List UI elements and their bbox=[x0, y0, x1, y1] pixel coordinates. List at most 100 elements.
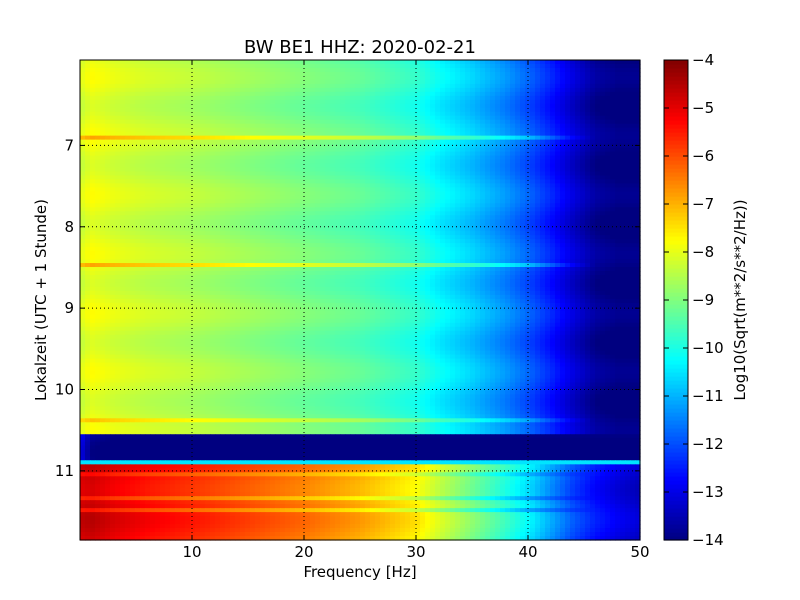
heatmap-cell bbox=[145, 231, 151, 236]
heatmap-cell bbox=[210, 131, 216, 137]
heatmap-cell bbox=[235, 151, 241, 157]
heatmap-cell bbox=[395, 163, 401, 169]
heatmap-cell bbox=[405, 171, 411, 177]
heatmap-cell bbox=[580, 223, 586, 228]
heatmap-cell bbox=[180, 119, 186, 125]
heatmap-cell bbox=[115, 123, 121, 129]
heatmap-cell bbox=[155, 235, 161, 240]
heatmap-cell bbox=[155, 107, 161, 113]
heatmap-cell bbox=[350, 227, 356, 232]
heatmap-cell bbox=[225, 171, 231, 177]
heatmap-cell bbox=[605, 203, 611, 208]
heatmap-cell bbox=[295, 139, 301, 145]
heatmap-cell bbox=[620, 215, 626, 220]
heatmap-cell bbox=[590, 107, 596, 113]
heatmap-cell bbox=[380, 107, 386, 113]
heatmap-cell bbox=[560, 191, 566, 196]
heatmap-cell bbox=[575, 187, 581, 192]
heatmap-cell bbox=[165, 179, 171, 185]
heatmap-cell bbox=[235, 231, 241, 236]
heatmap-cell bbox=[260, 107, 266, 113]
heatmap-cell bbox=[600, 167, 606, 173]
heatmap-cell bbox=[120, 175, 126, 181]
heatmap-cell bbox=[350, 183, 356, 188]
heatmap-cell bbox=[85, 99, 91, 105]
heatmap-cell bbox=[560, 139, 566, 145]
heatmap-cell bbox=[505, 135, 511, 141]
heatmap-cell bbox=[390, 163, 396, 169]
heatmap-cell bbox=[285, 91, 291, 97]
heatmap-cell bbox=[580, 211, 586, 216]
heatmap-cell bbox=[330, 171, 336, 177]
heatmap-cell bbox=[495, 99, 501, 105]
heatmap-cell bbox=[170, 231, 176, 236]
heatmap-cell bbox=[370, 211, 376, 216]
heatmap-cell bbox=[145, 187, 151, 192]
heatmap-cell bbox=[185, 231, 191, 236]
heatmap-cell bbox=[230, 115, 236, 121]
heatmap-cell bbox=[135, 83, 141, 89]
heatmap-cell bbox=[625, 123, 631, 129]
heatmap-cell bbox=[440, 135, 446, 141]
heatmap-cell bbox=[200, 171, 206, 177]
heatmap-cell bbox=[535, 207, 541, 212]
heatmap-cell bbox=[120, 183, 126, 188]
heatmap-cell bbox=[325, 203, 331, 208]
heatmap-cell bbox=[560, 127, 566, 133]
heatmap-cell bbox=[220, 207, 226, 212]
heatmap-cell bbox=[330, 159, 336, 165]
heatmap-cell bbox=[305, 207, 311, 212]
heatmap-cell bbox=[175, 103, 181, 109]
heatmap-cell bbox=[200, 203, 206, 208]
heatmap-cell bbox=[560, 219, 566, 224]
heatmap-cell bbox=[470, 139, 476, 145]
heatmap-cell bbox=[510, 115, 516, 121]
heatmap-cell bbox=[275, 183, 281, 188]
heatmap-cell bbox=[240, 107, 246, 113]
heatmap-cell bbox=[140, 115, 146, 121]
heatmap-cell bbox=[300, 83, 306, 89]
heatmap-cell bbox=[440, 143, 446, 149]
heatmap-cell bbox=[425, 107, 431, 113]
heatmap-cell bbox=[235, 203, 241, 208]
heatmap-cell bbox=[185, 159, 191, 165]
heatmap-cell bbox=[500, 131, 506, 137]
heatmap-cell bbox=[215, 179, 221, 185]
heatmap-cell bbox=[395, 107, 401, 113]
heatmap-cell bbox=[550, 159, 556, 165]
heatmap-cell bbox=[420, 183, 426, 188]
heatmap-cell bbox=[540, 179, 546, 185]
heatmap-cell bbox=[365, 63, 371, 69]
heatmap-cell bbox=[125, 223, 131, 228]
heatmap-cell bbox=[240, 219, 246, 224]
heatmap-cell bbox=[250, 175, 256, 181]
heatmap-cell bbox=[125, 135, 131, 141]
heatmap-cell bbox=[210, 171, 216, 177]
heatmap-cell bbox=[450, 159, 456, 165]
heatmap-cell bbox=[395, 215, 401, 220]
heatmap-cell bbox=[155, 219, 161, 224]
heatmap-cell bbox=[150, 79, 156, 85]
heatmap-cell bbox=[170, 95, 176, 101]
heatmap-cell bbox=[280, 83, 286, 89]
heatmap-cell bbox=[550, 151, 556, 157]
heatmap-cell bbox=[260, 167, 266, 173]
heatmap-cell bbox=[445, 215, 451, 220]
heatmap-cell bbox=[245, 135, 251, 141]
heatmap-cell bbox=[595, 147, 601, 153]
heatmap-cell bbox=[165, 167, 171, 173]
heatmap-cell bbox=[535, 163, 541, 169]
heatmap-cell bbox=[130, 119, 136, 125]
heatmap-cell bbox=[160, 91, 166, 97]
heatmap-cell bbox=[195, 147, 201, 153]
heatmap-cell bbox=[130, 63, 136, 69]
heatmap-cell bbox=[250, 147, 256, 153]
heatmap-cell bbox=[610, 91, 616, 97]
heatmap-cell bbox=[245, 183, 251, 188]
heatmap-cell bbox=[365, 151, 371, 157]
heatmap-cell bbox=[475, 103, 481, 109]
heatmap-cell bbox=[475, 159, 481, 165]
heatmap-cell bbox=[270, 79, 276, 85]
heatmap-cell bbox=[390, 207, 396, 212]
heatmap-cell bbox=[285, 223, 291, 228]
